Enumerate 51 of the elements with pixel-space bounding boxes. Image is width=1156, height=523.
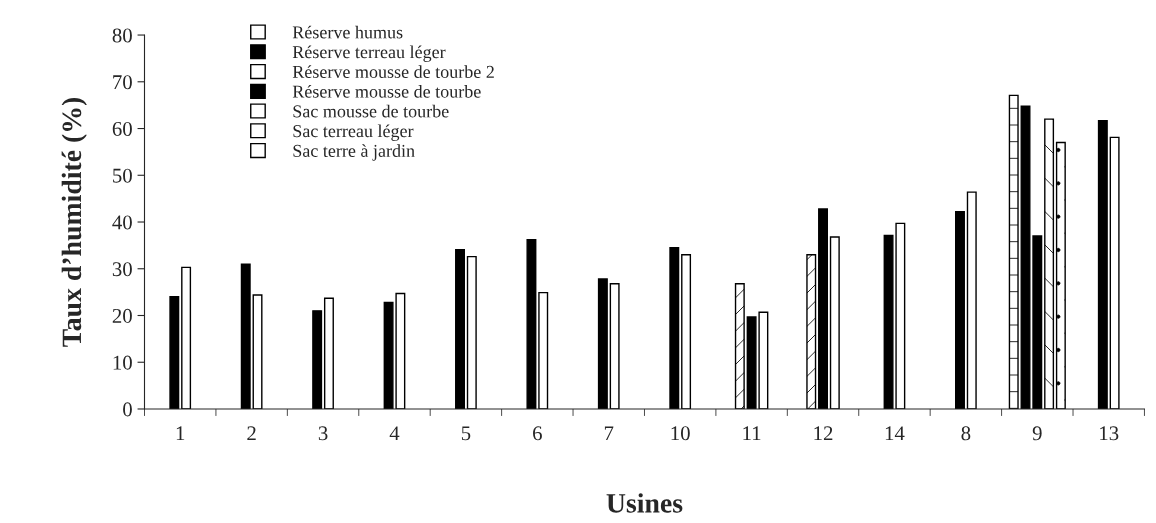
- bar: [169, 296, 180, 409]
- y-tick-label: 60: [112, 121, 132, 136]
- x-tick-label: 14: [885, 426, 905, 441]
- bar: [955, 211, 965, 409]
- bar: [1109, 136, 1120, 409]
- legend-label: Sac terre à jardin: [293, 144, 415, 161]
- x-tick-label: 4: [389, 426, 400, 441]
- x-tick-label: 12: [814, 426, 833, 441]
- bar: [181, 266, 192, 409]
- bar: [681, 254, 692, 409]
- bar: [538, 291, 549, 409]
- y-tick-label: 10: [113, 355, 132, 370]
- x-tick-label: 6: [533, 426, 542, 441]
- y-tick-label: 40: [112, 215, 132, 230]
- bar: [669, 247, 680, 409]
- legend-label: Réserve terreau léger: [292, 45, 446, 62]
- y-tick-label: 30: [112, 262, 132, 277]
- x-axis-title: Usines: [606, 493, 683, 513]
- bar: [1020, 105, 1031, 409]
- legend-label: Sac mousse de tourbe: [293, 104, 449, 118]
- x-tick-label: 5: [461, 426, 471, 441]
- bar: [312, 310, 323, 409]
- x-tick-label: 9: [1032, 426, 1042, 441]
- legend-label: Réserve humus: [292, 25, 403, 39]
- bar: [1097, 119, 1108, 409]
- bar: [597, 278, 608, 409]
- y-axis-title: Taux d’humidité (%): [61, 97, 87, 347]
- legend-label: Sac terreau léger: [293, 124, 414, 141]
- x-tick-label: 3: [318, 426, 328, 441]
- x-tick-label: 1: [176, 426, 185, 441]
- y-tick-label: 80: [112, 28, 132, 43]
- bar: [455, 248, 465, 409]
- bar: [466, 255, 477, 409]
- x-tick-label: 11: [743, 426, 761, 441]
- x-tick-label: 2: [247, 426, 256, 441]
- y-tick-label: 50: [113, 168, 132, 183]
- y-tick-label: 0: [123, 402, 132, 417]
- bar: [323, 297, 334, 409]
- legend-label: Réserve mousse de tourbe: [292, 84, 481, 98]
- x-tick-label: 13: [1100, 426, 1119, 441]
- y-tick-label: 20: [112, 308, 132, 323]
- x-tick-label: 7: [604, 426, 614, 441]
- bar: [252, 294, 263, 409]
- x-tick-label: 8: [961, 426, 971, 441]
- y-tick-label: 70: [113, 75, 132, 90]
- bar: [966, 191, 977, 409]
- legend-label: Réserve mousse de tourbe 2: [292, 65, 494, 78]
- bar: [609, 283, 620, 409]
- bar: [240, 263, 251, 409]
- bar: [526, 239, 537, 409]
- x-tick-label: 10: [671, 426, 690, 441]
